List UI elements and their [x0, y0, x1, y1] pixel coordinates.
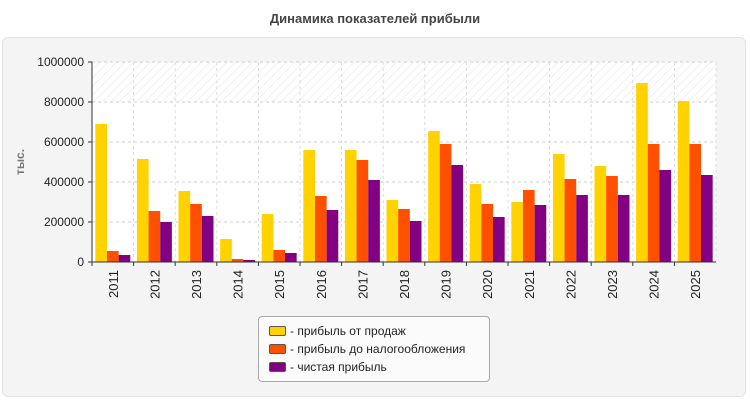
legend-item-net-profit: - чистая прибыль [269, 358, 489, 376]
x-tick-label: 2022 [563, 270, 578, 299]
x-tick-label: 2016 [314, 270, 329, 299]
bar-2016-series-1 [303, 150, 315, 262]
bar-2015-series-2 [273, 250, 286, 262]
x-tick-label: 2023 [605, 270, 620, 299]
bar-2024-series-3 [659, 170, 672, 262]
bar-2017-series-3 [368, 180, 380, 262]
legend-swatch-sales-profit [269, 326, 286, 336]
bar-2023-series-2 [606, 176, 618, 262]
bar-2024-series-1 [636, 83, 648, 262]
y-tick-label: 400000 [44, 175, 84, 189]
bar-2013-series-3 [201, 216, 214, 262]
bar-2018-series-2 [398, 209, 410, 262]
bar-2022-series-2 [564, 179, 577, 262]
bar-2018-series-1 [386, 200, 399, 262]
y-tick-label: 800000 [44, 95, 84, 109]
bar-2015-series-1 [261, 214, 274, 262]
bar-2020-series-2 [481, 204, 494, 262]
bar-2021-series-2 [522, 190, 535, 262]
bar-2017-series-2 [356, 160, 369, 262]
legend-swatch-pretax-profit [269, 344, 286, 354]
bar-2020-series-3 [493, 217, 505, 262]
bar-2013-series-1 [178, 191, 191, 262]
bar-2017-series-1 [344, 150, 357, 262]
x-tick-label: 2019 [439, 270, 454, 299]
bar-2015-series-3 [285, 253, 297, 262]
x-tick-label: 2021 [522, 270, 537, 299]
bar-2022-series-3 [576, 195, 588, 262]
bar-2012-series-2 [148, 211, 161, 262]
y-tick-label: 200000 [44, 215, 84, 229]
x-tick-label: 2024 [647, 270, 662, 299]
bar-2021-series-1 [511, 202, 523, 262]
bar-2016-series-3 [326, 210, 339, 262]
legend-swatch-net-profit [269, 362, 286, 372]
legend-label-pretax-profit: - прибыль до налогообложения [290, 342, 466, 356]
bar-2012-series-3 [160, 222, 172, 262]
chart-title: Динамика показателей прибыли [269, 11, 481, 26]
y-tick-label: 1000000 [37, 55, 84, 69]
legend-item-sales-profit: - прибыль от продаж [269, 322, 489, 340]
bar-2020-series-1 [469, 184, 482, 262]
y-tick-label: 600000 [44, 135, 84, 149]
bar-2014-series-3 [243, 260, 256, 262]
legend-label-net-profit: - чистая прибыль [290, 360, 387, 374]
bar-2023-series-1 [594, 166, 607, 262]
x-tick-label: 2011 [106, 270, 121, 298]
chart-legend: - прибыль от продаж - прибыль до налогоо… [258, 316, 490, 382]
bar-2019-series-1 [428, 131, 440, 262]
bar-2025-series-2 [689, 144, 702, 262]
bar-2019-series-2 [439, 144, 452, 262]
x-tick-label: 2014 [231, 270, 246, 299]
x-tick-label: 2020 [480, 270, 495, 299]
bar-2021-series-3 [534, 205, 547, 262]
bar-2025-series-3 [701, 175, 713, 262]
bar-2016-series-2 [314, 196, 327, 262]
bar-2025-series-1 [677, 101, 690, 262]
x-tick-label: 2018 [397, 270, 412, 299]
bar-2013-series-2 [190, 204, 202, 262]
y-axis-label: тыс. [13, 149, 27, 175]
x-tick-label: 2013 [189, 270, 204, 299]
legend-item-pretax-profit: - прибыль до налогообложения [269, 340, 489, 358]
y-tick-label: 0 [77, 255, 84, 269]
x-tick-label: 2015 [272, 270, 287, 299]
bar-2011-series-3 [118, 255, 131, 262]
bar-2018-series-3 [409, 221, 422, 262]
x-tick-label: 2025 [688, 270, 703, 299]
x-tick-label: 2012 [147, 270, 162, 299]
bar-2014-series-2 [231, 259, 244, 262]
bar-2024-series-2 [647, 144, 660, 262]
x-tick-label: 2017 [355, 270, 370, 299]
bar-2014-series-1 [220, 239, 232, 262]
bar-2011-series-1 [95, 124, 107, 262]
bar-2022-series-1 [552, 154, 565, 262]
plot-area-hatch [92, 62, 716, 102]
bar-2012-series-1 [136, 159, 149, 262]
bar-2019-series-3 [451, 165, 464, 262]
bar-2023-series-3 [617, 195, 630, 262]
legend-label-sales-profit: - прибыль от продаж [290, 324, 406, 338]
bar-2011-series-2 [106, 251, 119, 262]
